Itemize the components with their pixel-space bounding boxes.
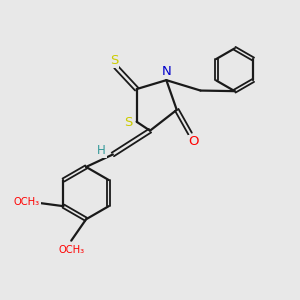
Text: H: H bbox=[97, 144, 106, 158]
Text: OCH₃: OCH₃ bbox=[14, 197, 40, 207]
Text: O: O bbox=[188, 136, 199, 148]
Text: N: N bbox=[161, 65, 171, 78]
Text: S: S bbox=[110, 54, 118, 67]
Text: OCH₃: OCH₃ bbox=[58, 245, 84, 255]
Text: S: S bbox=[124, 116, 133, 129]
